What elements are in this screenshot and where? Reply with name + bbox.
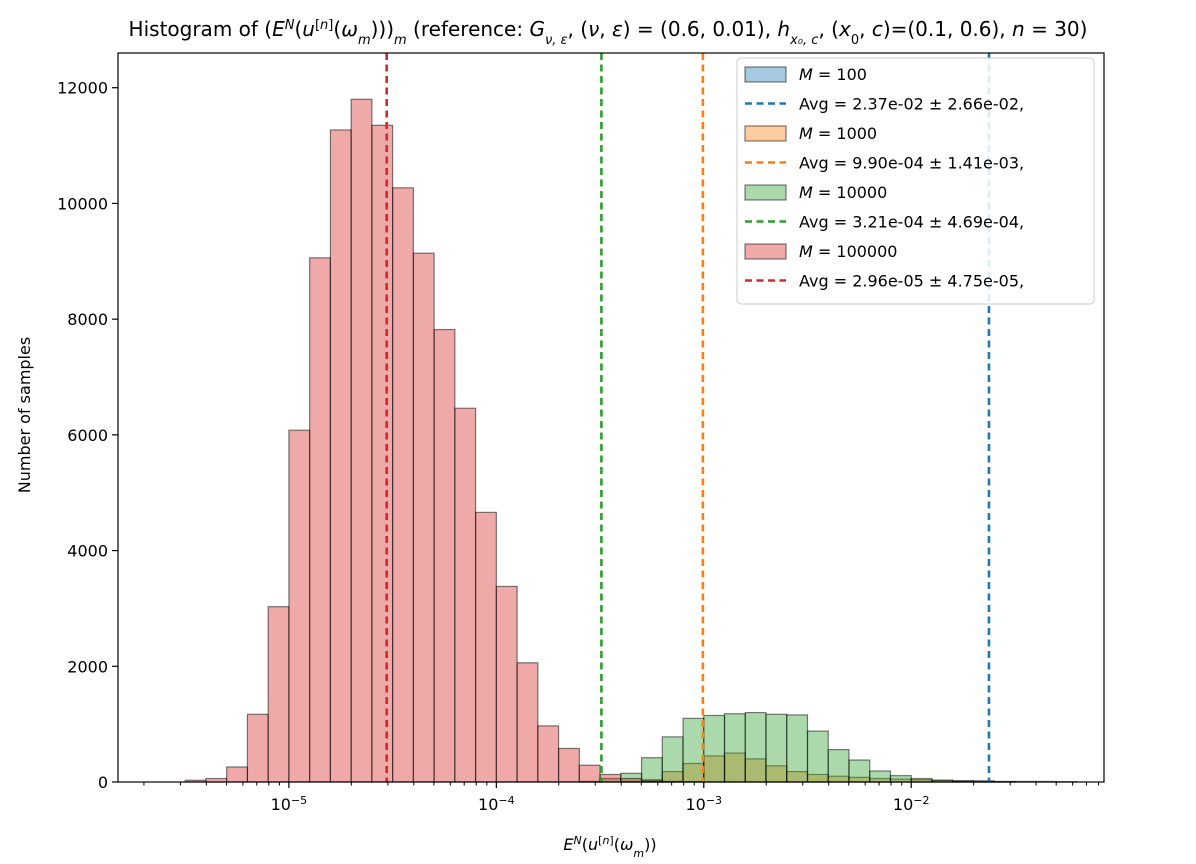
bar xyxy=(557,747,580,783)
legend-swatch xyxy=(744,184,787,201)
legend-label: M = 100 xyxy=(799,65,867,84)
chart-title: Histogram of (EN(u[n](ωm)))m (reference:… xyxy=(129,17,1088,48)
bar xyxy=(848,759,871,783)
y-axis: 0 2000 4000 6000 8000 10000 12000 xyxy=(57,79,118,792)
y-tick-label: 4000 xyxy=(67,542,108,561)
legend-entry-avg-series-3: Avg = 2.96e-05 ± 4.75e-05, xyxy=(745,272,1024,291)
bar xyxy=(495,585,518,783)
svg-text:Histogram of (EN(u[n](ωm)))m (: Histogram of (EN(u[n](ωm)))m (reference:… xyxy=(129,17,1088,48)
legend-label: M = 100000 xyxy=(799,242,897,261)
legend-entry-series-3: M = 100000 xyxy=(744,242,897,261)
bar xyxy=(288,429,311,783)
legend-avg-label: Avg = 2.37e-02 ± 2.66e-02, xyxy=(799,95,1024,114)
series-3-bars xyxy=(184,98,705,783)
bar xyxy=(786,714,809,783)
plot-frame xyxy=(117,52,1105,783)
legend-box xyxy=(736,57,1095,305)
bar xyxy=(433,328,456,783)
x-tick-label: 10−3 xyxy=(685,794,722,815)
legend-entry-avg-series-2: Avg = 3.21e-04 ± 4.69e-04, xyxy=(745,213,1024,232)
bar xyxy=(827,748,850,783)
legend-avg-label: Avg = 2.96e-05 ± 4.75e-05, xyxy=(799,272,1024,291)
legend-entry-series-2: M = 10000 xyxy=(744,183,887,202)
svg-text:EN(u[n](ωm)): EN(u[n](ωm)) xyxy=(563,834,656,860)
legend: M = 100 Avg = 2.37e-02 ± 2.66e-02, M = 100… xyxy=(736,57,1095,305)
bar xyxy=(682,717,705,783)
bar xyxy=(412,252,435,783)
bar xyxy=(226,766,249,783)
legend-swatch xyxy=(744,243,787,260)
bar xyxy=(661,736,684,783)
bar xyxy=(640,757,663,783)
legend-entry-series-1: M = 1000 xyxy=(744,124,877,143)
x-tick-label: 10−2 xyxy=(893,794,930,815)
y-axis-label: Number of samples xyxy=(15,337,34,493)
bar xyxy=(474,511,497,783)
y-tick-label: 10000 xyxy=(57,194,108,213)
bar xyxy=(329,129,352,783)
bar xyxy=(392,187,414,783)
bar xyxy=(246,713,269,783)
legend-avg-label: Avg = 3.21e-04 ± 4.69e-04, xyxy=(799,213,1024,232)
bar xyxy=(703,714,726,783)
x-axis-label: EN(u[n](ωm)) xyxy=(563,834,656,860)
bar xyxy=(371,124,394,783)
bar xyxy=(889,775,912,783)
legend-entry-avg-series-1: Avg = 9.90e-04 ± 1.41e-03, xyxy=(745,154,1024,173)
y-tick-label: 8000 xyxy=(67,310,108,329)
y-tick-label: 2000 xyxy=(67,657,108,676)
bar xyxy=(765,713,788,783)
bar xyxy=(309,257,331,783)
bar xyxy=(723,713,746,783)
bar xyxy=(599,773,622,783)
legend-label: M = 10000 xyxy=(799,183,887,202)
x-tick-label: 10−4 xyxy=(478,794,515,815)
bar xyxy=(578,764,601,783)
bar xyxy=(537,725,560,783)
legend-entry-series-0: M = 100 xyxy=(744,65,867,84)
legend-label: M = 1000 xyxy=(799,124,877,143)
bar xyxy=(744,711,767,783)
y-tick-label: 0 xyxy=(98,773,108,792)
x-tick-label: 10−5 xyxy=(271,794,308,815)
bar xyxy=(350,98,373,783)
bar xyxy=(869,770,892,783)
y-tick-label: 6000 xyxy=(67,426,108,445)
y-tick-label: 12000 xyxy=(57,79,108,98)
legend-entry-avg-series-0: Avg = 2.37e-02 ± 2.66e-02, xyxy=(745,95,1024,114)
legend-avg-label: Avg = 9.90e-04 ± 1.41e-03, xyxy=(799,154,1024,173)
legend-swatch xyxy=(744,66,787,83)
bar xyxy=(267,606,290,783)
bar xyxy=(806,730,829,783)
x-axis: 10−5 10−4 10−3 10−2 xyxy=(143,782,1100,815)
bar xyxy=(454,407,477,783)
legend-swatch xyxy=(744,125,787,142)
bar xyxy=(516,662,539,783)
